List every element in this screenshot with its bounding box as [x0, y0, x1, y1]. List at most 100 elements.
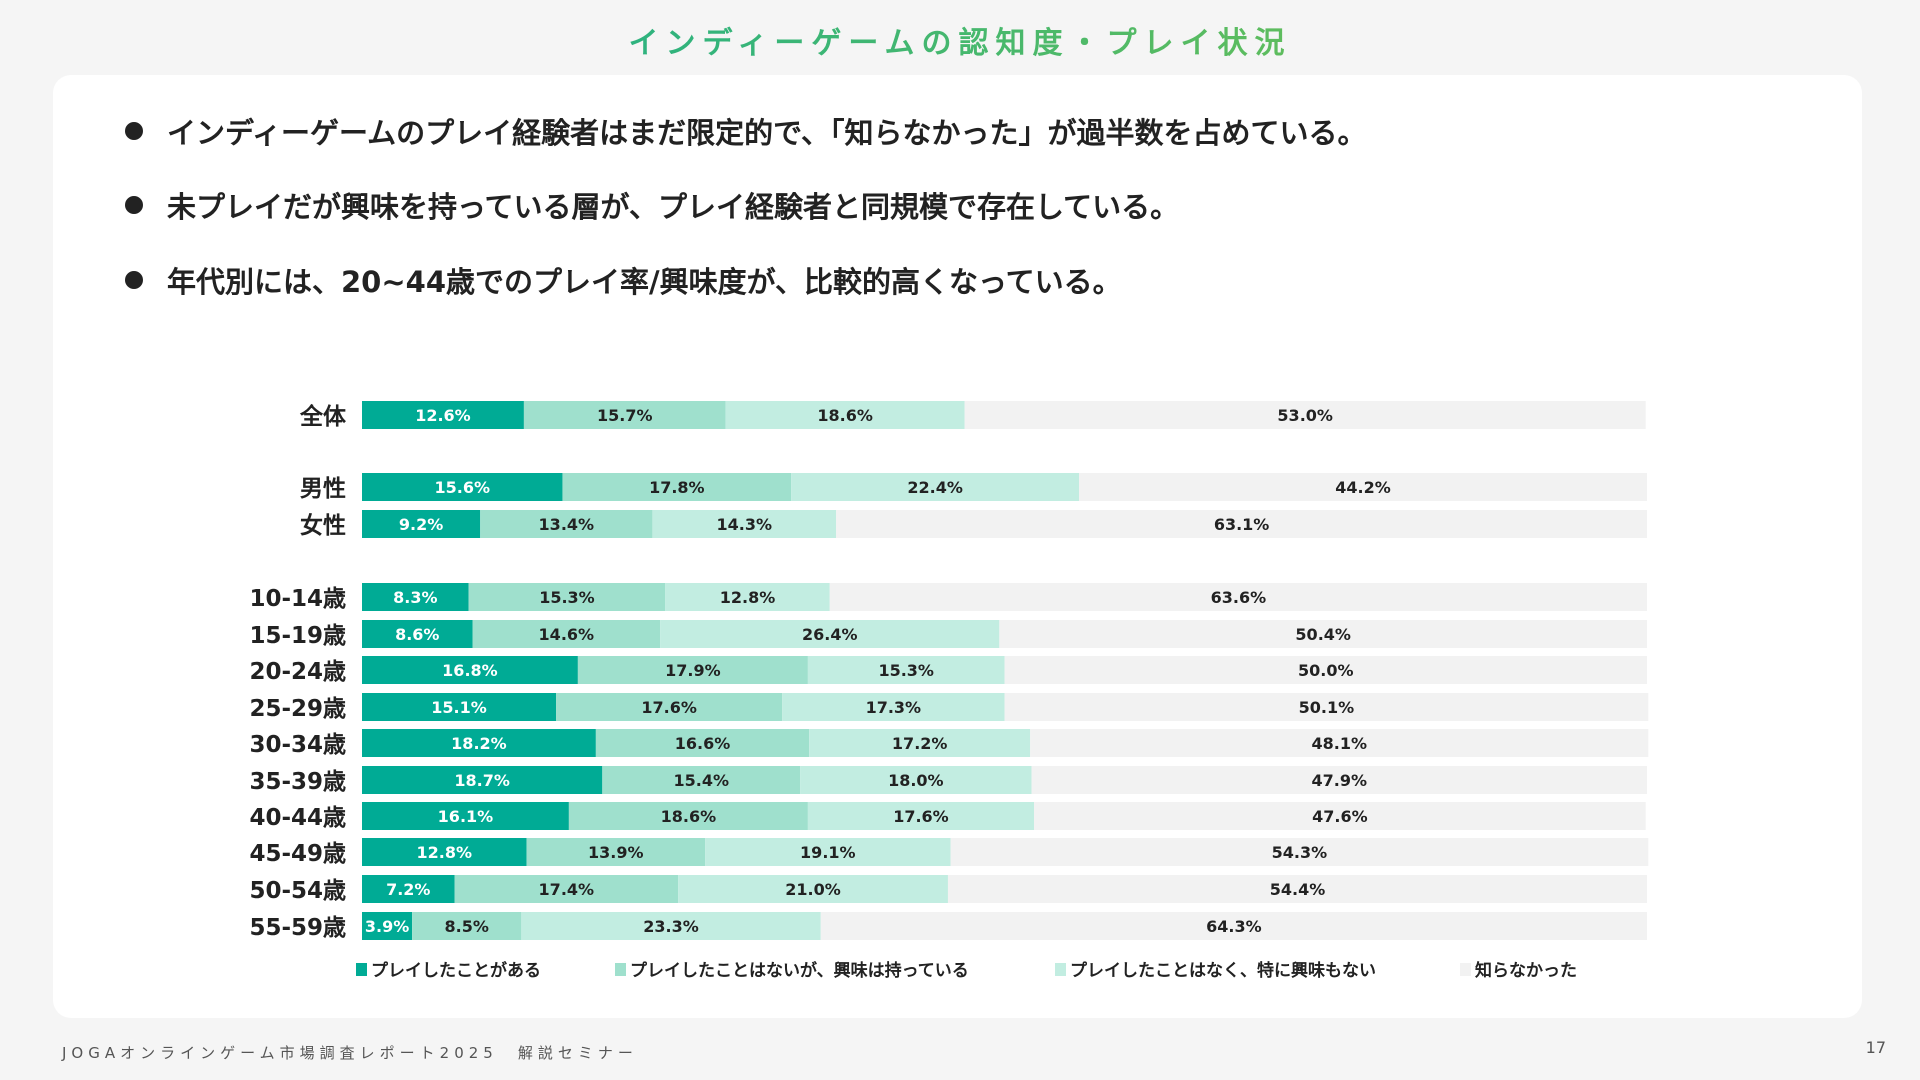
- legend-label: プレイしたことはないが、興味は持っている: [630, 960, 969, 981]
- data-label: 15.6%: [434, 478, 490, 497]
- legend-swatch-icon: [1460, 963, 1471, 976]
- category-label: 55-59歳: [249, 915, 346, 941]
- bar-segment: [362, 656, 578, 684]
- bullet-dot-icon: [125, 271, 143, 289]
- category-label: 35-39歳: [249, 769, 346, 795]
- bar-segment: [660, 620, 1000, 648]
- data-label: 64.3%: [1206, 917, 1262, 936]
- category-label: 50-54歳: [249, 878, 346, 904]
- data-label: 17.4%: [539, 880, 595, 899]
- bar-segment: [665, 583, 830, 611]
- data-label: 50.1%: [1299, 698, 1355, 717]
- bar-segment: [1079, 473, 1647, 501]
- data-label: 3.9%: [365, 917, 409, 936]
- data-label: 17.2%: [892, 734, 948, 753]
- category-label: 20-24歳: [249, 659, 346, 685]
- data-label: 18.7%: [454, 771, 510, 790]
- bar-segment: [725, 401, 965, 429]
- legend-label: プレイしたことがある: [371, 960, 541, 981]
- data-label: 17.6%: [641, 698, 697, 717]
- data-label: 15.4%: [673, 771, 729, 790]
- bar-segment: [362, 510, 481, 538]
- bar-segment: [362, 875, 455, 903]
- bar-segment: [362, 620, 473, 648]
- data-label: 26.4%: [802, 625, 858, 644]
- data-label: 44.2%: [1335, 478, 1391, 497]
- bullet-text: 年代別には、20~44歳でのプレイ率/興味度が、比較的高くなっている。: [167, 265, 1122, 299]
- bar-segment: [362, 838, 527, 866]
- bar-segment: [362, 729, 596, 757]
- category-label: 10-14歳: [249, 586, 346, 612]
- bar-segment: [820, 912, 1647, 940]
- data-label: 12.6%: [415, 406, 471, 425]
- bar-segment: [568, 802, 808, 830]
- bar-segment: [362, 583, 469, 611]
- bar-segment: [1030, 729, 1649, 757]
- bar-segment: [362, 802, 569, 830]
- data-label: 12.8%: [720, 588, 776, 607]
- bar-segment: [807, 802, 1035, 830]
- data-label: 18.0%: [888, 771, 944, 790]
- bar-segment: [1031, 766, 1647, 794]
- data-label: 14.3%: [717, 515, 773, 534]
- data-label: 23.3%: [643, 917, 699, 936]
- bullet-point: 年代別には、20~44歳でのプレイ率/興味度が、比較的高くなっている。: [125, 259, 1122, 301]
- category-label: 25-29歳: [249, 696, 346, 722]
- bullet-dot-icon: [125, 196, 143, 214]
- category-label: 15-19歳: [249, 623, 346, 649]
- bar-segment: [950, 838, 1649, 866]
- category-label: 45-49歳: [249, 841, 346, 867]
- data-label: 21.0%: [785, 880, 841, 899]
- bar-segment: [480, 510, 653, 538]
- bar-segment: [472, 620, 661, 648]
- data-label: 15.1%: [431, 698, 487, 717]
- data-label: 63.6%: [1211, 588, 1267, 607]
- data-label: 18.6%: [817, 406, 873, 425]
- category-label: 30-34歳: [249, 732, 346, 758]
- bullet-text: インディーゲームのプレイ経験者はまだ限定的で、「知らなかった」が過半数を占めてい…: [167, 116, 1367, 150]
- bar-segment: [791, 473, 1080, 501]
- data-label: 19.1%: [800, 843, 856, 862]
- category-label: 男性: [300, 476, 346, 502]
- data-label: 18.2%: [451, 734, 507, 753]
- category-label: 女性: [300, 512, 346, 539]
- data-label: 13.9%: [588, 843, 644, 862]
- bar-segment: [947, 875, 1647, 903]
- data-label: 47.6%: [1312, 807, 1368, 826]
- bar-segment: [1034, 802, 1646, 830]
- legend-swatch-icon: [356, 963, 367, 976]
- bar-segment: [362, 912, 413, 940]
- data-label: 7.2%: [386, 880, 430, 899]
- bar-segment: [807, 656, 1005, 684]
- data-label: 54.4%: [1270, 880, 1326, 899]
- bar-segment: [595, 729, 810, 757]
- bar-segment: [836, 510, 1647, 538]
- data-label: 8.6%: [395, 625, 439, 644]
- data-label: 9.2%: [399, 515, 443, 534]
- bar-segment: [362, 401, 524, 429]
- bar-segment: [362, 473, 563, 501]
- legend-swatch-icon: [615, 963, 626, 976]
- data-label: 8.5%: [445, 917, 489, 936]
- bar-segment: [412, 912, 522, 940]
- data-label: 63.1%: [1214, 515, 1270, 534]
- data-label: 16.6%: [675, 734, 731, 753]
- legend-label: プレイしたことはなく、特に興味もない: [1070, 960, 1376, 981]
- page-number: 17: [1865, 1038, 1886, 1057]
- data-label: 12.8%: [416, 843, 472, 862]
- data-label: 54.3%: [1272, 843, 1328, 862]
- data-label: 53.0%: [1277, 406, 1333, 425]
- data-label: 16.8%: [442, 661, 498, 680]
- data-label: 50.4%: [1295, 625, 1351, 644]
- bar-segment: [678, 875, 948, 903]
- bar-segment: [999, 620, 1647, 648]
- category-label: 40-44歳: [249, 805, 346, 831]
- bullet-dot-icon: [125, 122, 143, 140]
- bar-segment: [705, 838, 951, 866]
- legend-swatch-icon: [1055, 963, 1066, 976]
- bullet-point: 未プレイだが興味を持っている層が、プレイ経験者と同規模で存在している。: [125, 184, 1179, 226]
- data-label: 47.9%: [1311, 771, 1367, 790]
- bar-segment: [521, 912, 821, 940]
- bar-segment: [829, 583, 1647, 611]
- legend-label: 知らなかった: [1474, 960, 1577, 981]
